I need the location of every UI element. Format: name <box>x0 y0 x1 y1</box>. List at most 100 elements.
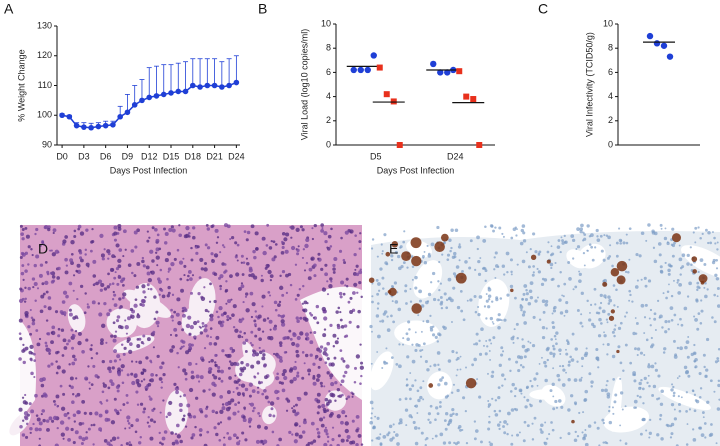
nucleus <box>50 340 54 345</box>
nucleus <box>512 341 515 344</box>
nucleus <box>376 292 380 296</box>
nucleus <box>703 422 707 425</box>
nucleus <box>345 277 349 281</box>
nucleus <box>342 374 346 378</box>
nucleus <box>605 384 608 387</box>
nucleus <box>474 310 478 314</box>
nucleus <box>121 277 125 282</box>
nucleus <box>221 403 225 406</box>
nucleus <box>326 435 330 439</box>
nucleus <box>142 410 146 414</box>
nucleus <box>419 355 423 358</box>
nucleus <box>320 223 324 227</box>
nucleus <box>650 364 655 369</box>
nucleus <box>703 286 706 289</box>
nucleus <box>579 230 583 234</box>
nucleus <box>217 369 221 373</box>
nucleus <box>588 372 592 376</box>
nucleus <box>299 225 303 229</box>
nucleus <box>242 300 245 304</box>
nucleus <box>78 435 83 440</box>
nucleus <box>612 412 615 415</box>
nucleus <box>268 319 273 324</box>
nucleus <box>258 346 261 350</box>
marker <box>59 112 65 119</box>
nucleus <box>120 343 124 346</box>
nucleus <box>603 234 606 237</box>
x-axis-label: Days Post Infection <box>377 165 455 175</box>
nucleus <box>160 288 164 292</box>
nucleus <box>18 318 23 323</box>
nucleus <box>215 335 220 340</box>
nucleus <box>304 337 308 341</box>
nucleus <box>371 238 375 241</box>
nucleus <box>52 415 58 421</box>
nucleus <box>321 287 327 292</box>
nucleus <box>161 436 166 441</box>
nucleus <box>112 290 115 294</box>
nucleus <box>248 273 252 277</box>
nucleus <box>140 341 144 344</box>
nucleus <box>60 432 65 437</box>
nucleus <box>565 371 567 374</box>
nucleus <box>305 237 310 243</box>
nucleus <box>354 366 357 370</box>
nucleus <box>41 409 46 413</box>
nucleus <box>199 375 204 380</box>
nucleus <box>649 345 654 349</box>
point <box>470 96 477 103</box>
nucleus <box>237 286 242 291</box>
point <box>660 42 668 49</box>
nucleus <box>301 302 304 305</box>
nucleus <box>408 387 412 391</box>
nucleus <box>646 381 649 384</box>
nucleus <box>321 226 324 230</box>
nucleus <box>117 264 122 269</box>
nucleus <box>605 234 609 237</box>
nucleus <box>455 265 460 269</box>
nucleus <box>699 322 703 325</box>
nucleus <box>349 310 354 314</box>
nucleus <box>320 267 324 272</box>
nucleus <box>684 345 688 350</box>
nucleus <box>666 424 670 428</box>
nucleus <box>51 330 56 336</box>
nucleus <box>44 341 48 345</box>
nucleus <box>374 415 377 418</box>
nucleus <box>619 391 624 395</box>
nucleus <box>643 332 646 335</box>
nucleus <box>41 240 45 244</box>
nucleus <box>490 300 494 303</box>
nucleus <box>638 381 642 386</box>
nucleus <box>394 300 399 304</box>
nucleus <box>60 328 65 332</box>
nucleus <box>678 257 683 262</box>
nucleus <box>676 377 679 379</box>
nucleus <box>36 342 41 347</box>
nucleus <box>141 256 145 260</box>
nucleus <box>707 231 711 235</box>
nucleus <box>208 342 213 346</box>
nucleus <box>339 349 343 352</box>
nucleus <box>522 239 527 243</box>
nucleus <box>232 304 237 309</box>
nucleus <box>74 315 78 319</box>
nucleus <box>429 328 434 332</box>
nucleus <box>342 258 346 262</box>
nucleus <box>703 262 707 266</box>
nucleus <box>95 281 99 286</box>
nucleus <box>169 348 174 353</box>
point <box>653 40 661 47</box>
nucleus <box>170 262 175 267</box>
nucleus <box>256 424 261 429</box>
nucleus <box>295 343 300 348</box>
nucleus <box>19 337 23 341</box>
nucleus <box>250 330 254 334</box>
nucleus <box>207 310 210 313</box>
nucleus <box>261 294 266 299</box>
nucleus <box>183 264 187 268</box>
nucleus <box>87 427 91 431</box>
nucleus <box>236 259 239 262</box>
nucleus <box>268 246 273 250</box>
nucleus <box>178 233 183 238</box>
